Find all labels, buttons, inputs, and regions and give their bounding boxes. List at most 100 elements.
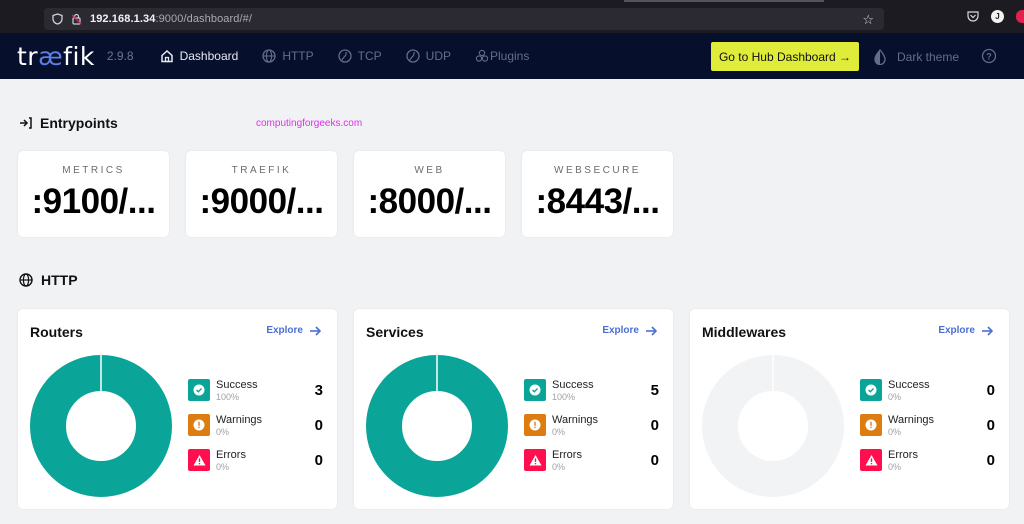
routers-card: Routers Explore Success 100% 3 Warnings … — [18, 309, 337, 509]
explore-middlewares-link[interactable]: Explore — [938, 325, 993, 336]
stat-label: Warnings — [888, 414, 935, 426]
entrypoint-address: :8000/... — [367, 182, 492, 221]
globe-icon — [262, 49, 276, 63]
home-icon — [160, 49, 173, 63]
shield-icon[interactable] — [52, 13, 63, 25]
warning-icon — [860, 414, 882, 436]
account-avatar[interactable]: J — [991, 10, 1004, 23]
stat-percent: 0% — [216, 462, 230, 472]
http-title: HTTP — [41, 272, 78, 288]
stat-label: Success — [552, 379, 594, 391]
stat-count: 0 — [314, 417, 323, 434]
error-icon — [524, 449, 546, 471]
middlewares-stats: Success 0% 0 Warnings 0% 0 Errors 0% 0 — [860, 378, 995, 483]
traefik-logo[interactable]: træfik — [17, 41, 95, 71]
svg-text:?: ? — [986, 52, 992, 62]
entrypoint-name: METRICS — [62, 165, 125, 176]
routers-donut-chart — [30, 355, 172, 497]
entrypoint-card-traefik[interactable]: TRAEFIK :9000/... — [186, 151, 337, 237]
tab-indicator — [624, 0, 824, 2]
dark-theme-label: Dark theme — [897, 50, 960, 64]
nav-plugins[interactable]: Plugins — [475, 49, 529, 63]
url-path: :9000/dashboard/#/ — [155, 13, 253, 25]
globe-icon — [19, 273, 33, 287]
stat-count: 3 — [314, 382, 323, 399]
entrypoint-card-web[interactable]: WEB :8000/... — [354, 151, 505, 237]
success-icon — [860, 379, 882, 401]
contrast-icon — [874, 49, 886, 65]
stat-label: Success — [216, 379, 258, 391]
entrypoint-card-websecure[interactable]: WEBSECURE :8443/... — [522, 151, 673, 237]
stat-percent: 0% — [216, 427, 230, 437]
entrypoint-address: :9000/... — [199, 182, 324, 221]
entrypoint-arrow-icon — [20, 117, 32, 129]
plugins-icon — [475, 49, 489, 62]
entrypoints-heading: Entrypoints — [19, 115, 118, 131]
stat-errors[interactable]: Errors 0% 0 — [860, 448, 995, 483]
middlewares-card: Middlewares Explore Success 0% 0 Warning… — [690, 309, 1009, 509]
stat-count: 0 — [314, 452, 323, 469]
arrow-right-icon — [646, 325, 657, 336]
nav-http[interactable]: HTTP — [262, 49, 314, 63]
stat-label: Warnings — [216, 414, 263, 426]
stat-count: 0 — [650, 452, 659, 469]
address-bar[interactable]: 192.168.1.34:9000/dashboard/#/ ☆ — [44, 8, 884, 30]
watermark: computingforgeeks.com — [256, 118, 363, 129]
warning-icon — [188, 414, 210, 436]
stat-count: 0 — [986, 417, 995, 434]
entrypoint-address: :8443/... — [535, 182, 660, 221]
stat-percent: 100% — [552, 392, 576, 402]
stat-success[interactable]: Success 100% 3 — [188, 378, 323, 413]
help-icon[interactable]: ? — [981, 48, 997, 69]
entrypoint-name: WEBSECURE — [554, 165, 641, 176]
top-navbar: træfik 2.9.8 Dashboard HTTP TCP UDP Plug… — [0, 33, 1024, 79]
bookmark-star-icon[interactable]: ☆ — [862, 12, 874, 27]
success-icon — [188, 379, 210, 401]
hub-dashboard-button[interactable]: Go to Hub Dashboard → — [711, 42, 859, 71]
stat-success[interactable]: Success 0% 0 — [860, 378, 995, 413]
stat-percent: 0% — [552, 462, 566, 472]
stat-percent: 0% — [552, 427, 566, 437]
stat-label: Errors — [216, 449, 246, 461]
http-heading: HTTP — [19, 272, 78, 288]
error-icon — [860, 449, 882, 471]
udp-icon — [406, 49, 420, 63]
card-title: Routers — [30, 324, 83, 340]
stat-percent: 0% — [888, 427, 902, 437]
nav-http-label: HTTP — [282, 49, 314, 63]
browser-extensions: J — [967, 10, 1024, 23]
entrypoint-name: WEB — [414, 165, 445, 176]
services-donut-chart — [366, 355, 508, 497]
entrypoint-card-metrics[interactable]: METRICS :9100/... — [18, 151, 169, 237]
middlewares-donut-chart — [702, 355, 844, 497]
stat-errors[interactable]: Errors 0% 0 — [524, 448, 659, 483]
stat-errors[interactable]: Errors 0% 0 — [188, 448, 323, 483]
services-stats: Success 100% 5 Warnings 0% 0 Errors 0% 0 — [524, 378, 659, 483]
entrypoint-address: :9100/... — [31, 182, 156, 221]
warning-icon — [524, 414, 546, 436]
success-icon — [524, 379, 546, 401]
card-title: Services — [366, 324, 424, 340]
arrow-right-icon — [310, 325, 321, 336]
stat-count: 5 — [650, 382, 659, 399]
stat-warnings[interactable]: Warnings 0% 0 — [524, 413, 659, 448]
dark-theme-toggle[interactable]: Dark theme — [873, 49, 959, 65]
routers-stats: Success 100% 3 Warnings 0% 0 Errors 0% 0 — [188, 378, 323, 483]
nav-tcp[interactable]: TCP — [338, 49, 382, 63]
pocket-icon[interactable] — [967, 11, 979, 22]
extension-icon[interactable] — [1016, 10, 1024, 23]
explore-routers-link[interactable]: Explore — [266, 325, 321, 336]
stat-success[interactable]: Success 100% 5 — [524, 378, 659, 413]
url-text[interactable]: 192.168.1.34:9000/dashboard/#/ — [90, 13, 252, 25]
stat-label: Success — [888, 379, 930, 391]
stat-warnings[interactable]: Warnings 0% 0 — [188, 413, 323, 448]
stat-warnings[interactable]: Warnings 0% 0 — [860, 413, 995, 448]
explore-services-link[interactable]: Explore — [602, 325, 657, 336]
insecure-lock-icon[interactable] — [71, 13, 82, 25]
stat-label: Errors — [888, 449, 918, 461]
nav-dashboard[interactable]: Dashboard — [160, 49, 238, 63]
services-card: Services Explore Success 100% 5 Warnings… — [354, 309, 673, 509]
tcp-icon — [338, 49, 352, 63]
nav-udp[interactable]: UDP — [406, 49, 451, 63]
entrypoint-name: TRAEFIK — [231, 165, 292, 176]
